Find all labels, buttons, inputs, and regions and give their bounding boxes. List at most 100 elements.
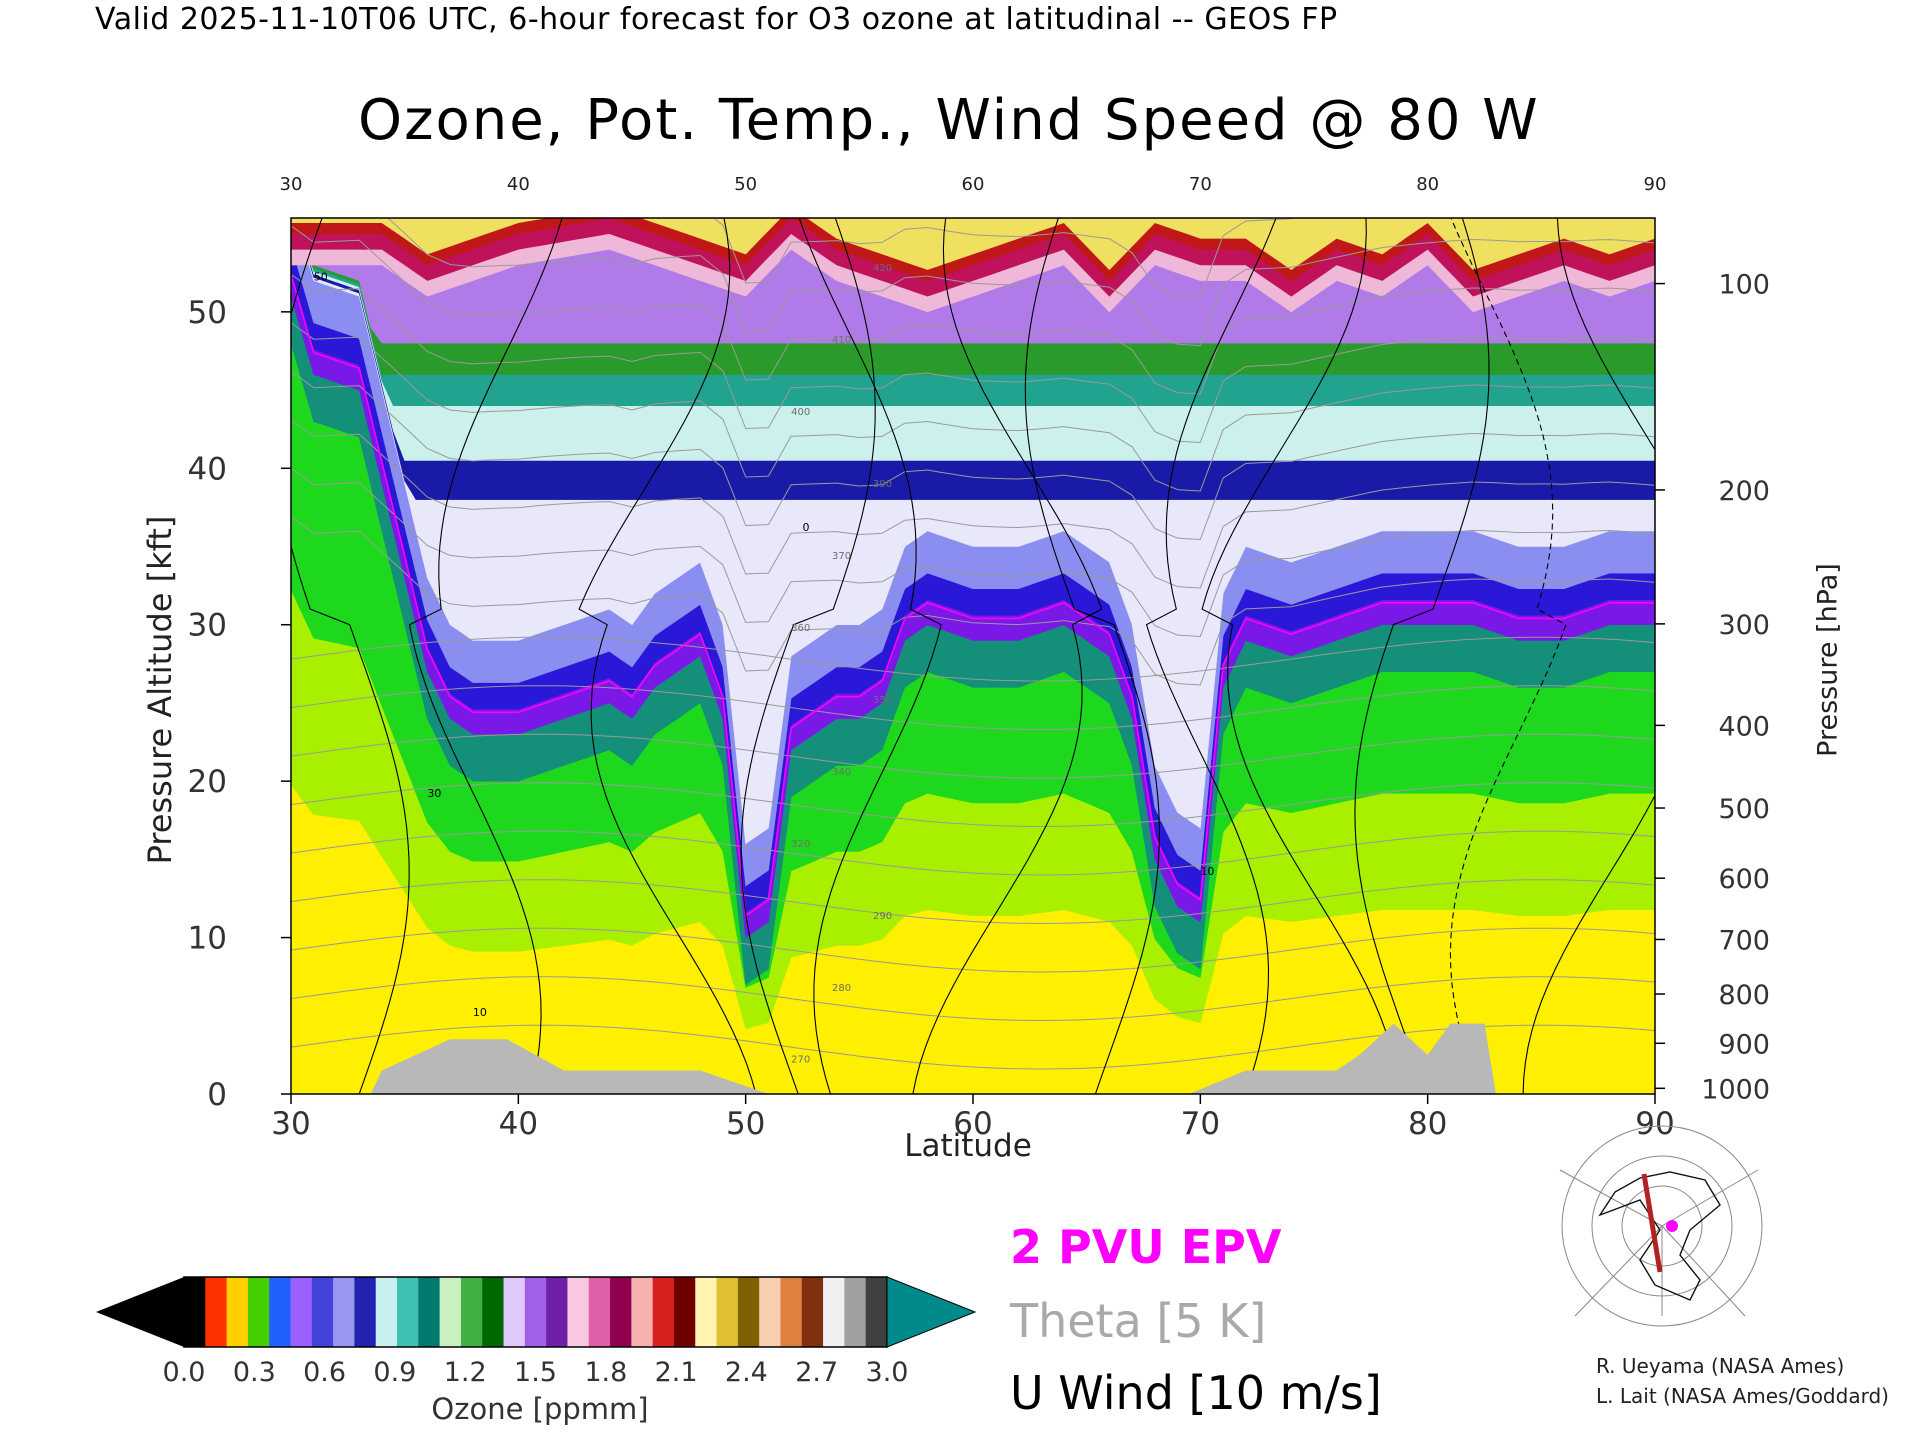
u-wind-contour (1449, 218, 1567, 1094)
x-tick-label-top: 50 (734, 174, 757, 195)
pressure-tick-label: 300 (1718, 610, 1770, 641)
u-wind-contour-label: 30 (427, 787, 441, 800)
epv-2pvu-contour (291, 274, 1655, 918)
colorbar-swatch (652, 1277, 675, 1347)
theta-contour (291, 516, 1655, 686)
u-wind-contour (912, 218, 1103, 1094)
valid-time-header: Valid 2025-11-10T06 UTC, 6-hour forecast… (95, 2, 1338, 37)
pressure-tick-label: 1000 (1701, 1074, 1770, 1105)
credit-line-1: R. Ueyama (NASA Ames) (1596, 1354, 1845, 1378)
colorbar-tick-label: 0.0 (163, 1357, 206, 1388)
legend-theta: Theta [5 K] (1010, 1294, 1267, 1348)
colorbar-swatch (397, 1277, 419, 1347)
colorbar-tick-label: 1.2 (444, 1357, 487, 1388)
x-tick-label: 90 (1635, 1106, 1674, 1142)
theta-contour-label: 350 (873, 695, 892, 706)
colorbar-swatch (460, 1277, 483, 1347)
x-axis-title: Latitude (904, 1128, 1032, 1164)
theta-contour (291, 1024, 1655, 1070)
inset-location-marker (1666, 1220, 1678, 1232)
colorbar-swatch (546, 1277, 568, 1347)
colorbar-swatch (737, 1277, 760, 1347)
theta-contour-label: 270 (791, 1055, 810, 1066)
colorbar-swatch (290, 1277, 313, 1347)
colorbar-swatch (439, 1277, 462, 1347)
colorbar-swatch (184, 1277, 206, 1347)
inset-cross-section-track (1641, 1173, 1663, 1273)
theta-contour (291, 830, 1655, 876)
colorbar-swatch (418, 1277, 441, 1347)
u-wind-contour (578, 218, 757, 1094)
colorbar-swatch (375, 1277, 398, 1347)
x-tick-label-top: 30 (280, 174, 303, 195)
u-wind-contour (1201, 218, 1401, 1094)
colorbar-swatch (780, 1277, 803, 1347)
x-tick-label-top: 80 (1416, 174, 1439, 195)
pressure-tick-label: 200 (1718, 476, 1770, 507)
theta-contour-label: 280 (832, 983, 851, 994)
theta-contour (291, 636, 1655, 682)
theta-contour (464, 218, 1297, 298)
theta-contour (291, 733, 1655, 779)
theta-contour (291, 273, 1655, 444)
colorbar-tick-label: 1.5 (514, 1357, 557, 1388)
theta-contour (291, 419, 1655, 589)
y-tick-label: 10 (188, 921, 227, 957)
colorbar-over-arrow (886, 1276, 977, 1348)
colorbar-swatch (567, 1277, 590, 1347)
x-tick-label: 70 (1181, 1106, 1220, 1142)
pressure-tick-label: 500 (1718, 794, 1770, 825)
u-wind-contour (408, 218, 563, 1094)
colorbar-swatch (865, 1277, 888, 1347)
u-wind-contour (798, 218, 942, 1094)
colorbar-swatch (673, 1277, 696, 1347)
terrain-shading (291, 1023, 1655, 1094)
ozone-band-gold (291, 218, 1655, 271)
x-tick-label: 30 (271, 1106, 310, 1142)
colorbar-swatch (311, 1277, 334, 1347)
x-tick-label: 80 (1408, 1106, 1447, 1142)
colorbar-swatch (333, 1277, 355, 1347)
x-tick-label: 60 (953, 1106, 992, 1142)
colorbar-swatch (716, 1277, 739, 1347)
credit-line-2: L. Lait (NASA Ames/Goddard) (1596, 1384, 1889, 1408)
x-tick-label-top: 40 (507, 174, 530, 195)
plot-area: 30 10 0 50 10 270 280 290 320 340 350 360 370 390 400 4… (291, 218, 1655, 1094)
theta-contour (387, 218, 1655, 347)
u-wind-contour-label: 10 (473, 1006, 487, 1019)
x-tick-label: 50 (726, 1106, 765, 1142)
inset-meridian (1661, 1169, 1759, 1227)
inset-background (1560, 1166, 1758, 1316)
pressure-tick-label: 100 (1718, 270, 1770, 301)
chart-title: Ozone, Pot. Temp., Wind Speed @ 80 W (358, 88, 1540, 153)
legend-u-wind: U Wind [10 m/s] (1010, 1366, 1382, 1420)
colorbar-swatch (503, 1277, 526, 1347)
theta-contour (291, 976, 1655, 1022)
colorbar-tick-label: 1.8 (584, 1357, 627, 1388)
y-tick-label: 20 (188, 764, 227, 800)
u-wind-contour (1522, 218, 1655, 1094)
colorbar-swatch (823, 1277, 845, 1347)
y-axis-title-right: Pressure [hPa] (1812, 563, 1844, 757)
theta-contour-label: 360 (791, 623, 810, 634)
colorbar-swatch (631, 1277, 654, 1347)
theta-contour-label: 410 (832, 335, 851, 346)
colorbar-swatch (759, 1277, 781, 1347)
u-wind-contour (1024, 218, 1160, 1094)
colorbar-tick-label: 2.1 (655, 1357, 698, 1388)
theta-contour (291, 467, 1655, 638)
x-tick-label-top: 60 (962, 174, 985, 195)
u-wind-contour (291, 218, 410, 1094)
colorbar-tick-label: 2.4 (725, 1357, 768, 1388)
colorbar-tick-label: 0.9 (373, 1357, 416, 1388)
theta-contour-label: 390 (873, 479, 892, 490)
theta-contour (291, 322, 1655, 492)
pressure-tick-label: 400 (1718, 711, 1770, 742)
colorbar-tick-label: 3.0 (866, 1357, 909, 1388)
colorbar-tick-label: 2.7 (795, 1357, 838, 1388)
x-tick-label-top: 70 (1189, 174, 1212, 195)
theta-contour (291, 370, 1655, 541)
colorbar-swatch (205, 1277, 228, 1347)
theta-contour-label: 290 (873, 911, 892, 922)
